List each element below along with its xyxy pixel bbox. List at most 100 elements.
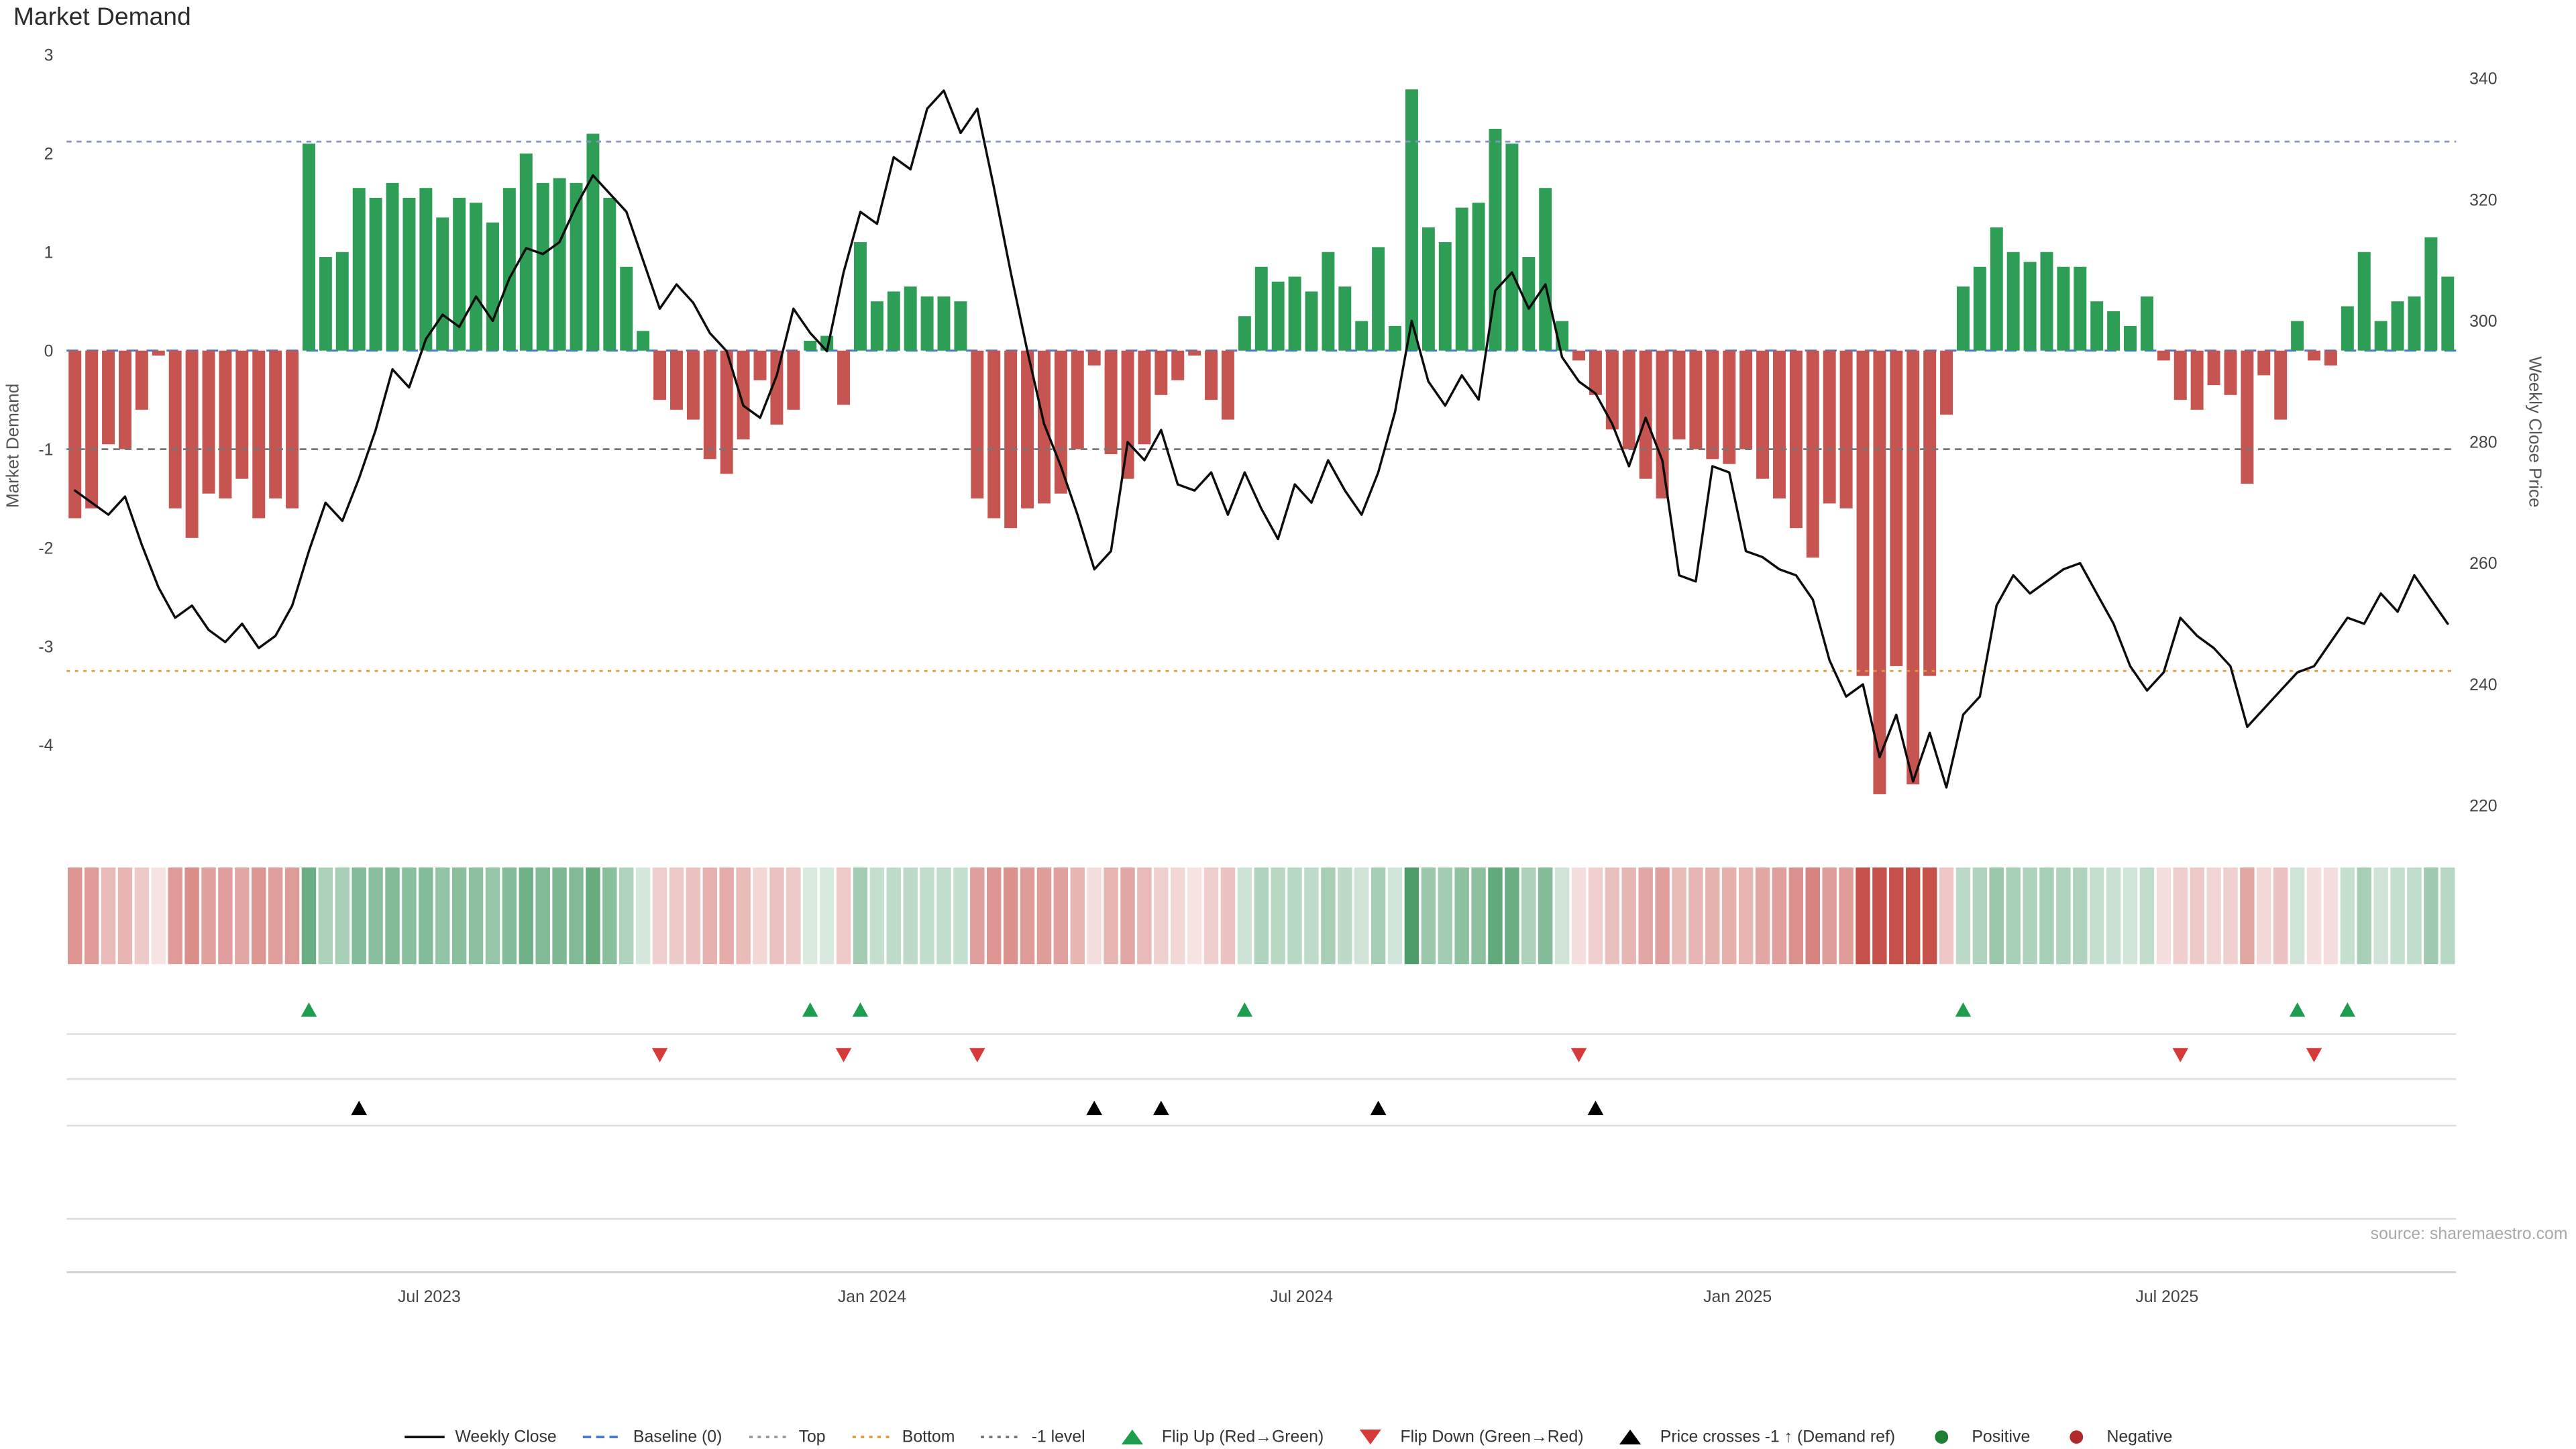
heatmap-cell bbox=[1755, 867, 1770, 965]
right-axis-tick: 280 bbox=[2469, 434, 2497, 452]
demand-bar bbox=[804, 340, 817, 351]
demand-bar bbox=[2090, 301, 2104, 351]
demand-bar bbox=[1405, 89, 1418, 351]
demand-bar bbox=[402, 197, 416, 351]
demand-bar bbox=[904, 286, 917, 351]
heatmap-cell bbox=[1137, 867, 1152, 965]
demand-bar bbox=[252, 350, 266, 519]
demand-bar bbox=[102, 350, 115, 445]
left-axis-tick: -2 bbox=[38, 539, 53, 557]
demand-bar bbox=[2308, 350, 2320, 361]
heatmap-cell bbox=[920, 867, 934, 965]
demand-bar bbox=[536, 182, 549, 351]
heatmap-cell bbox=[2306, 867, 2322, 965]
x-axis-tick: Jan 2024 bbox=[838, 1288, 906, 1306]
demand-bar bbox=[1589, 350, 1602, 395]
legend-item-price-crosses-1-demand-ref: Price crosses -1 ↑ (Demand ref) bbox=[1609, 1427, 1895, 1447]
demand-bar bbox=[1104, 350, 1118, 454]
heatmap-cell bbox=[552, 867, 567, 965]
demand-bar bbox=[352, 188, 366, 351]
demand-bar bbox=[653, 350, 667, 400]
heatmap-cell bbox=[786, 867, 801, 965]
demand-bar bbox=[386, 182, 399, 351]
left-axis-tick: -4 bbox=[38, 737, 53, 755]
heatmap-cell bbox=[2173, 867, 2188, 965]
heatmap-cell bbox=[702, 867, 717, 965]
heatmap-cell bbox=[1605, 867, 1620, 965]
heatmap-cell bbox=[1220, 867, 1236, 965]
demand-bar bbox=[2324, 350, 2337, 366]
demand-bar bbox=[1238, 316, 1251, 351]
legend-label: Flip Up (Red→Green) bbox=[1161, 1428, 1324, 1446]
heatmap-cell bbox=[2156, 867, 2171, 965]
left-axis-tick: 1 bbox=[44, 244, 54, 262]
demand-bar bbox=[2408, 296, 2421, 351]
heatmap-cell bbox=[2089, 867, 2104, 965]
heatmap-cell bbox=[836, 867, 851, 965]
heatmap-cell bbox=[1856, 867, 1870, 965]
legend-label: Weekly Close bbox=[455, 1428, 557, 1446]
demand-bar bbox=[2006, 252, 2020, 351]
heatmap-cell bbox=[1104, 867, 1118, 965]
heatmap-cell bbox=[987, 867, 1002, 965]
flip-down-marker bbox=[651, 1048, 668, 1063]
heatmap-cell bbox=[201, 867, 216, 965]
demand-bar bbox=[920, 296, 934, 351]
demand-bar bbox=[2074, 266, 2087, 351]
heatmap-cell bbox=[1304, 867, 1319, 965]
heatmap-cell bbox=[1939, 867, 1954, 965]
heatmap-cell bbox=[284, 867, 300, 965]
heatmap-cell bbox=[2139, 867, 2155, 965]
heatmap-cell bbox=[1906, 867, 1921, 965]
heatmap-cell bbox=[586, 867, 600, 965]
heatmap-cell bbox=[1738, 867, 1754, 965]
heatmap-cell bbox=[719, 867, 734, 965]
demand-bar bbox=[1188, 350, 1201, 356]
demand-bar bbox=[1438, 242, 1452, 351]
demand-bar bbox=[1221, 350, 1234, 420]
heatmap-cell bbox=[385, 867, 400, 965]
legend: Weekly Close Baseline (0) Top Bottom -1 leve… bbox=[0, 1427, 2576, 1447]
heatmap-cell bbox=[485, 867, 500, 965]
heatmap-cell bbox=[669, 867, 684, 965]
heatmap-cell bbox=[903, 867, 918, 965]
heatmap-cell bbox=[1538, 867, 1553, 965]
demand-bar bbox=[720, 350, 733, 474]
demand-bar bbox=[603, 197, 616, 351]
demand-bar bbox=[1087, 350, 1101, 366]
heatmap-cell bbox=[68, 867, 83, 965]
line-glyph-icon bbox=[405, 1436, 445, 1439]
heatmap-cell bbox=[1721, 867, 1737, 965]
legend-label: Baseline (0) bbox=[633, 1428, 722, 1446]
heatmap-cell bbox=[435, 867, 450, 965]
demand-bar bbox=[135, 350, 148, 410]
demand-bar bbox=[1873, 350, 1886, 794]
heatmap-cell bbox=[419, 867, 433, 965]
demand-bar bbox=[987, 350, 1001, 519]
price-cross-marker bbox=[1370, 1100, 1387, 1116]
flip-down-marker bbox=[835, 1048, 852, 1063]
price-cross-marker bbox=[1153, 1100, 1169, 1116]
demand-bar bbox=[2391, 301, 2404, 351]
flip-up-marker bbox=[301, 1002, 317, 1017]
demand-bar bbox=[470, 203, 483, 351]
legend-item-positive: Positive bbox=[1920, 1427, 2030, 1447]
demand-bar bbox=[1839, 350, 1853, 508]
demand-bar bbox=[2224, 350, 2237, 395]
demand-bar bbox=[1071, 350, 1084, 449]
demand-bar bbox=[1605, 350, 1619, 430]
demand-bar bbox=[1956, 286, 1970, 351]
demand-bar bbox=[2124, 325, 2137, 351]
demand-bar bbox=[853, 242, 867, 351]
demand-bar bbox=[553, 178, 566, 351]
demand-bar bbox=[2291, 321, 2304, 351]
heatmap-cell bbox=[1187, 867, 1202, 965]
right-axis-tick: 260 bbox=[2469, 555, 2497, 573]
right-axis-tick: 340 bbox=[2469, 70, 2497, 89]
demand-bar bbox=[770, 350, 784, 425]
demand-bar bbox=[1271, 281, 1285, 351]
heatmap-cell bbox=[1989, 867, 2004, 965]
demand-bar bbox=[686, 350, 700, 420]
heatmap-cell bbox=[451, 867, 467, 965]
legend-item-flip-up-red-green: Flip Up (Red→Green) bbox=[1110, 1427, 1324, 1447]
